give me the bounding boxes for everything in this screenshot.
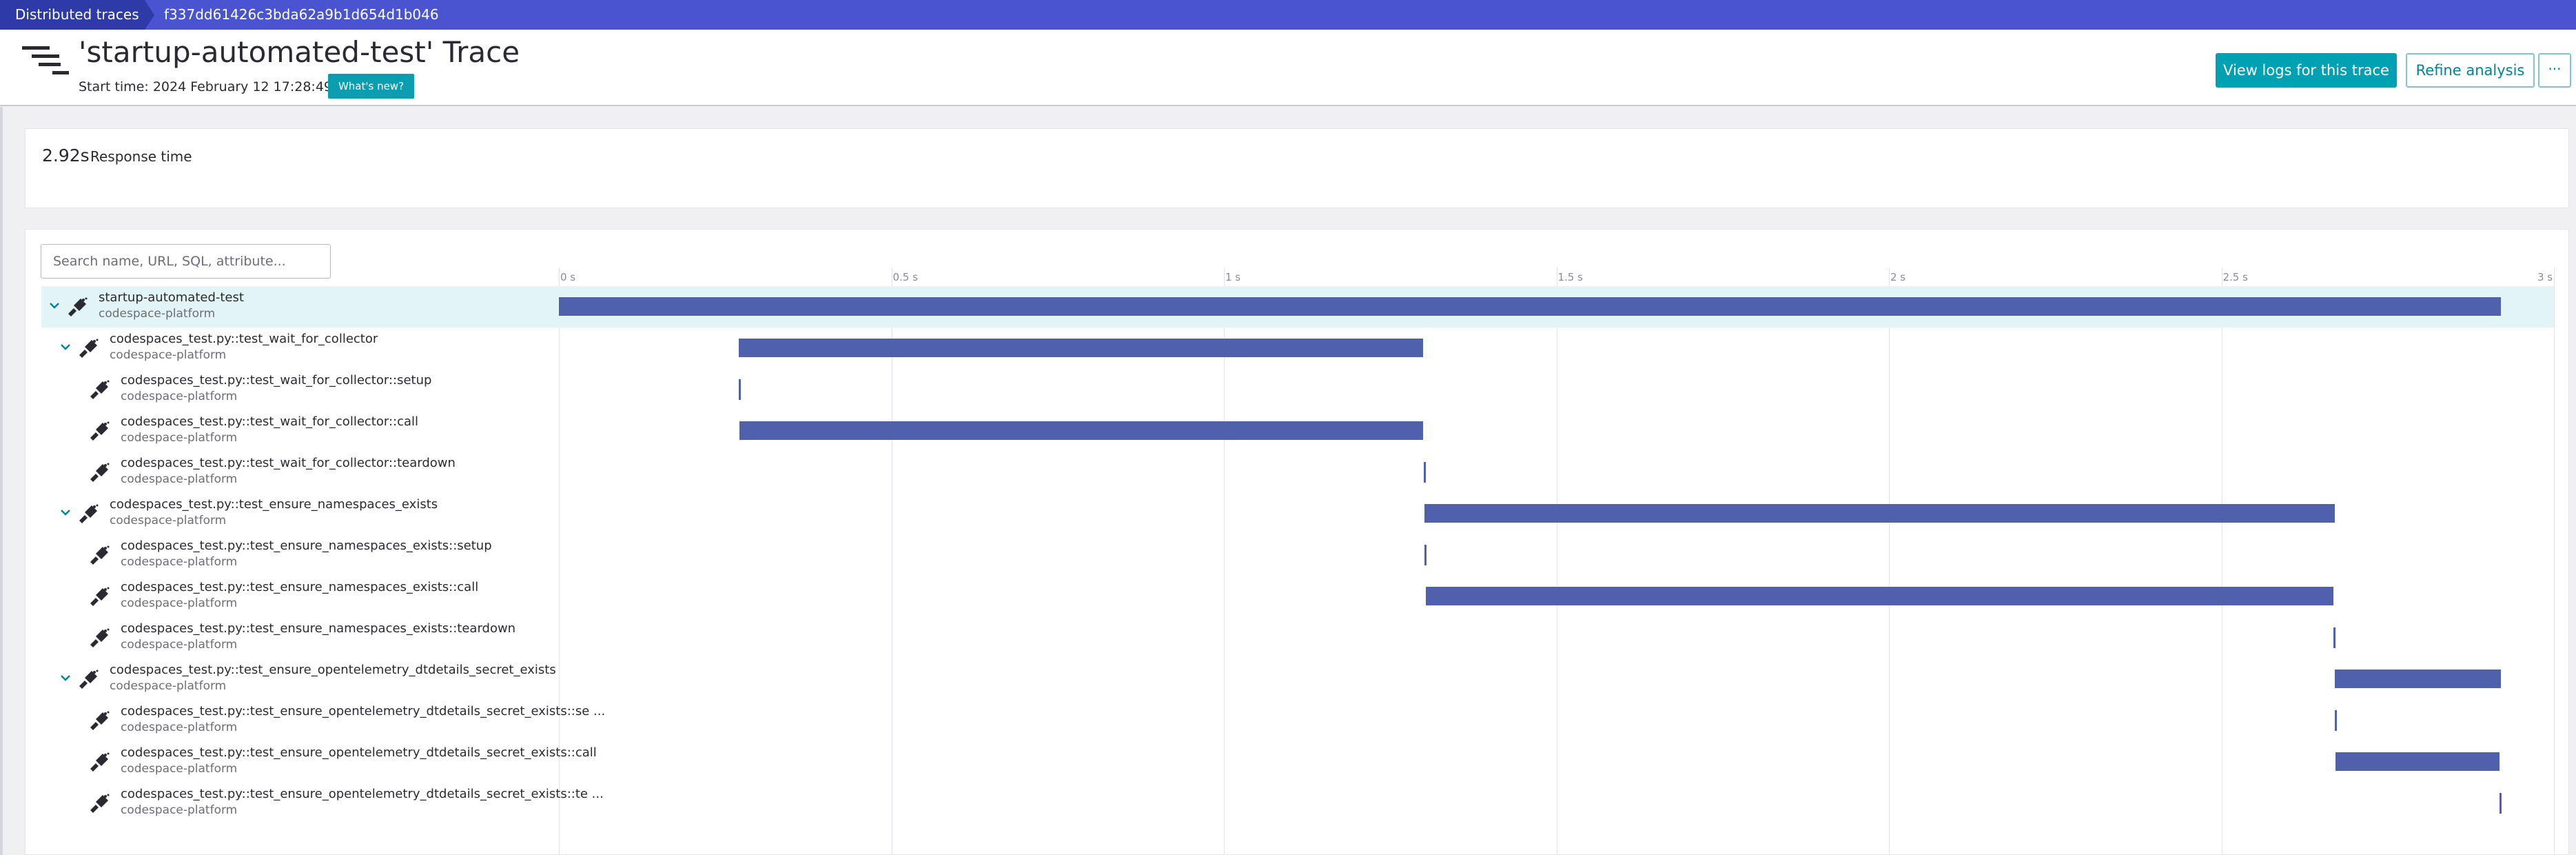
span-row[interactable]: codespaces_test.py::test_ensure_namespac… xyxy=(41,534,2554,576)
span-duration-bar[interactable] xyxy=(1424,504,2335,523)
response-time-label: Response time xyxy=(90,148,192,165)
span-name[interactable]: codespaces_test.py::test_wait_for_collec… xyxy=(121,373,432,388)
span-name[interactable]: codespaces_test.py::test_ensure_namespac… xyxy=(121,621,516,636)
span-service-icon xyxy=(90,711,110,730)
span-name[interactable]: codespaces_test.py::test_ensure_namespac… xyxy=(121,580,479,594)
span-service-icon xyxy=(79,504,99,523)
span-name[interactable]: codespaces_test.py::test_ensure_opentele… xyxy=(110,663,556,677)
span-duration-bar[interactable] xyxy=(1426,587,2333,605)
chevron-down-icon[interactable] xyxy=(48,299,61,312)
span-name[interactable]: codespaces_test.py::test_ensure_opentele… xyxy=(121,787,604,801)
span-service: codespace-platform xyxy=(121,803,238,817)
chevron-down-icon[interactable] xyxy=(59,671,72,685)
span-row[interactable]: codespaces_test.py::test_wait_for_collec… xyxy=(41,328,2554,369)
span-service-icon xyxy=(79,339,99,358)
span-service: codespace-platform xyxy=(110,348,227,362)
span-row[interactable]: codespaces_test.py::test_ensure_opentele… xyxy=(41,658,2554,700)
span-service-icon xyxy=(90,545,110,565)
span-service: codespace-platform xyxy=(121,390,238,403)
breadcrumb-trace-id[interactable]: f337dd61426c3bda62a9b1d654d1b046 xyxy=(164,6,439,23)
span-duration-bar[interactable] xyxy=(2334,670,2501,688)
span-row[interactable]: codespaces_test.py::test_ensure_opentele… xyxy=(41,783,2554,824)
span-row[interactable]: codespaces_test.py::test_wait_for_collec… xyxy=(41,452,2554,493)
span-duration-bar[interactable] xyxy=(738,339,1424,357)
span-name[interactable]: codespaces_test.py::test_wait_for_collec… xyxy=(110,332,378,346)
page-header: 'startup-automated-test' Trace Start tim… xyxy=(0,30,2576,106)
refine-analysis-button[interactable]: Refine analysis xyxy=(2406,53,2535,88)
span-service-icon xyxy=(90,628,110,647)
span-service: codespace-platform xyxy=(121,721,238,734)
span-service-icon xyxy=(90,421,110,441)
span-service: codespace-platform xyxy=(121,472,238,486)
span-duration-bar[interactable] xyxy=(559,297,2501,316)
span-row[interactable]: codespaces_test.py::test_wait_for_collec… xyxy=(41,369,2554,410)
left-edge xyxy=(0,107,3,855)
span-service-icon xyxy=(90,794,110,813)
span-name[interactable]: codespaces_test.py::test_ensure_opentele… xyxy=(121,704,606,718)
span-duration-bar[interactable] xyxy=(1424,545,1427,565)
breadcrumb-distributed-traces[interactable]: Distributed traces xyxy=(0,0,154,30)
span-service-icon xyxy=(79,670,99,689)
span-service: codespace-platform xyxy=(121,762,238,776)
breadcrumb: Distributed traces f337dd61426c3bda62a9b… xyxy=(0,0,2576,30)
span-name[interactable]: codespaces_test.py::test_ensure_opentele… xyxy=(121,745,597,760)
whats-new-button[interactable]: What's new? xyxy=(328,74,414,99)
span-service: codespace-platform xyxy=(110,514,227,527)
span-duration-bar[interactable] xyxy=(2334,710,2337,731)
span-name[interactable]: codespaces_test.py::test_ensure_namespac… xyxy=(121,539,492,553)
span-service: codespace-platform xyxy=(121,596,238,610)
span-row[interactable]: codespaces_test.py::test_ensure_namespac… xyxy=(41,576,2554,617)
span-row[interactable]: codespaces_test.py::test_ensure_namespac… xyxy=(41,493,2554,534)
span-row[interactable]: codespaces_test.py::test_ensure_namespac… xyxy=(41,617,2554,658)
span-name[interactable]: codespaces_test.py::test_wait_for_collec… xyxy=(121,414,418,429)
span-name[interactable]: codespaces_test.py::test_ensure_namespac… xyxy=(110,497,438,512)
span-service: codespace-platform xyxy=(99,307,216,321)
span-duration-bar[interactable] xyxy=(738,379,741,400)
span-service: codespace-platform xyxy=(121,638,238,652)
response-time-value: 2.92s xyxy=(42,145,90,165)
span-duration-bar[interactable] xyxy=(1423,462,1426,483)
span-row[interactable]: codespaces_test.py::test_wait_for_collec… xyxy=(41,410,2554,452)
span-service: codespace-platform xyxy=(110,679,227,693)
page-title: 'startup-automated-test' Trace xyxy=(79,35,520,69)
span-name[interactable]: startup-automated-test xyxy=(99,290,244,305)
chevron-down-icon[interactable] xyxy=(59,340,72,354)
trace-waterfall-card xyxy=(25,229,2569,855)
more-options-button[interactable]: ··· xyxy=(2538,53,2571,88)
span-service-icon xyxy=(90,463,110,482)
distributed-trace-icon xyxy=(22,46,69,74)
span-service-icon xyxy=(90,380,110,399)
span-service-icon xyxy=(68,297,88,316)
span-name[interactable]: codespaces_test.py::test_wait_for_collec… xyxy=(121,456,456,470)
chevron-down-icon[interactable] xyxy=(59,505,72,519)
span-row[interactable]: codespaces_test.py::test_ensure_opentele… xyxy=(41,700,2554,741)
trace-start-time: Start time: 2024 February 12 17:28:49 xyxy=(79,79,332,94)
span-row[interactable]: codespaces_test.py::test_ensure_opentele… xyxy=(41,741,2554,783)
span-duration-bar[interactable] xyxy=(739,421,1424,440)
span-service: codespace-platform xyxy=(121,431,238,445)
span-service-icon xyxy=(90,587,110,606)
span-duration-bar[interactable] xyxy=(2499,793,2502,814)
search-input[interactable] xyxy=(41,244,331,279)
response-time-card: 2.92s Response time xyxy=(25,128,2569,208)
span-service: codespace-platform xyxy=(121,555,238,569)
span-duration-bar[interactable] xyxy=(2335,752,2500,771)
span-duration-bar[interactable] xyxy=(2333,627,2335,648)
view-logs-button[interactable]: View logs for this trace xyxy=(2216,53,2397,88)
span-service-icon xyxy=(90,752,110,772)
